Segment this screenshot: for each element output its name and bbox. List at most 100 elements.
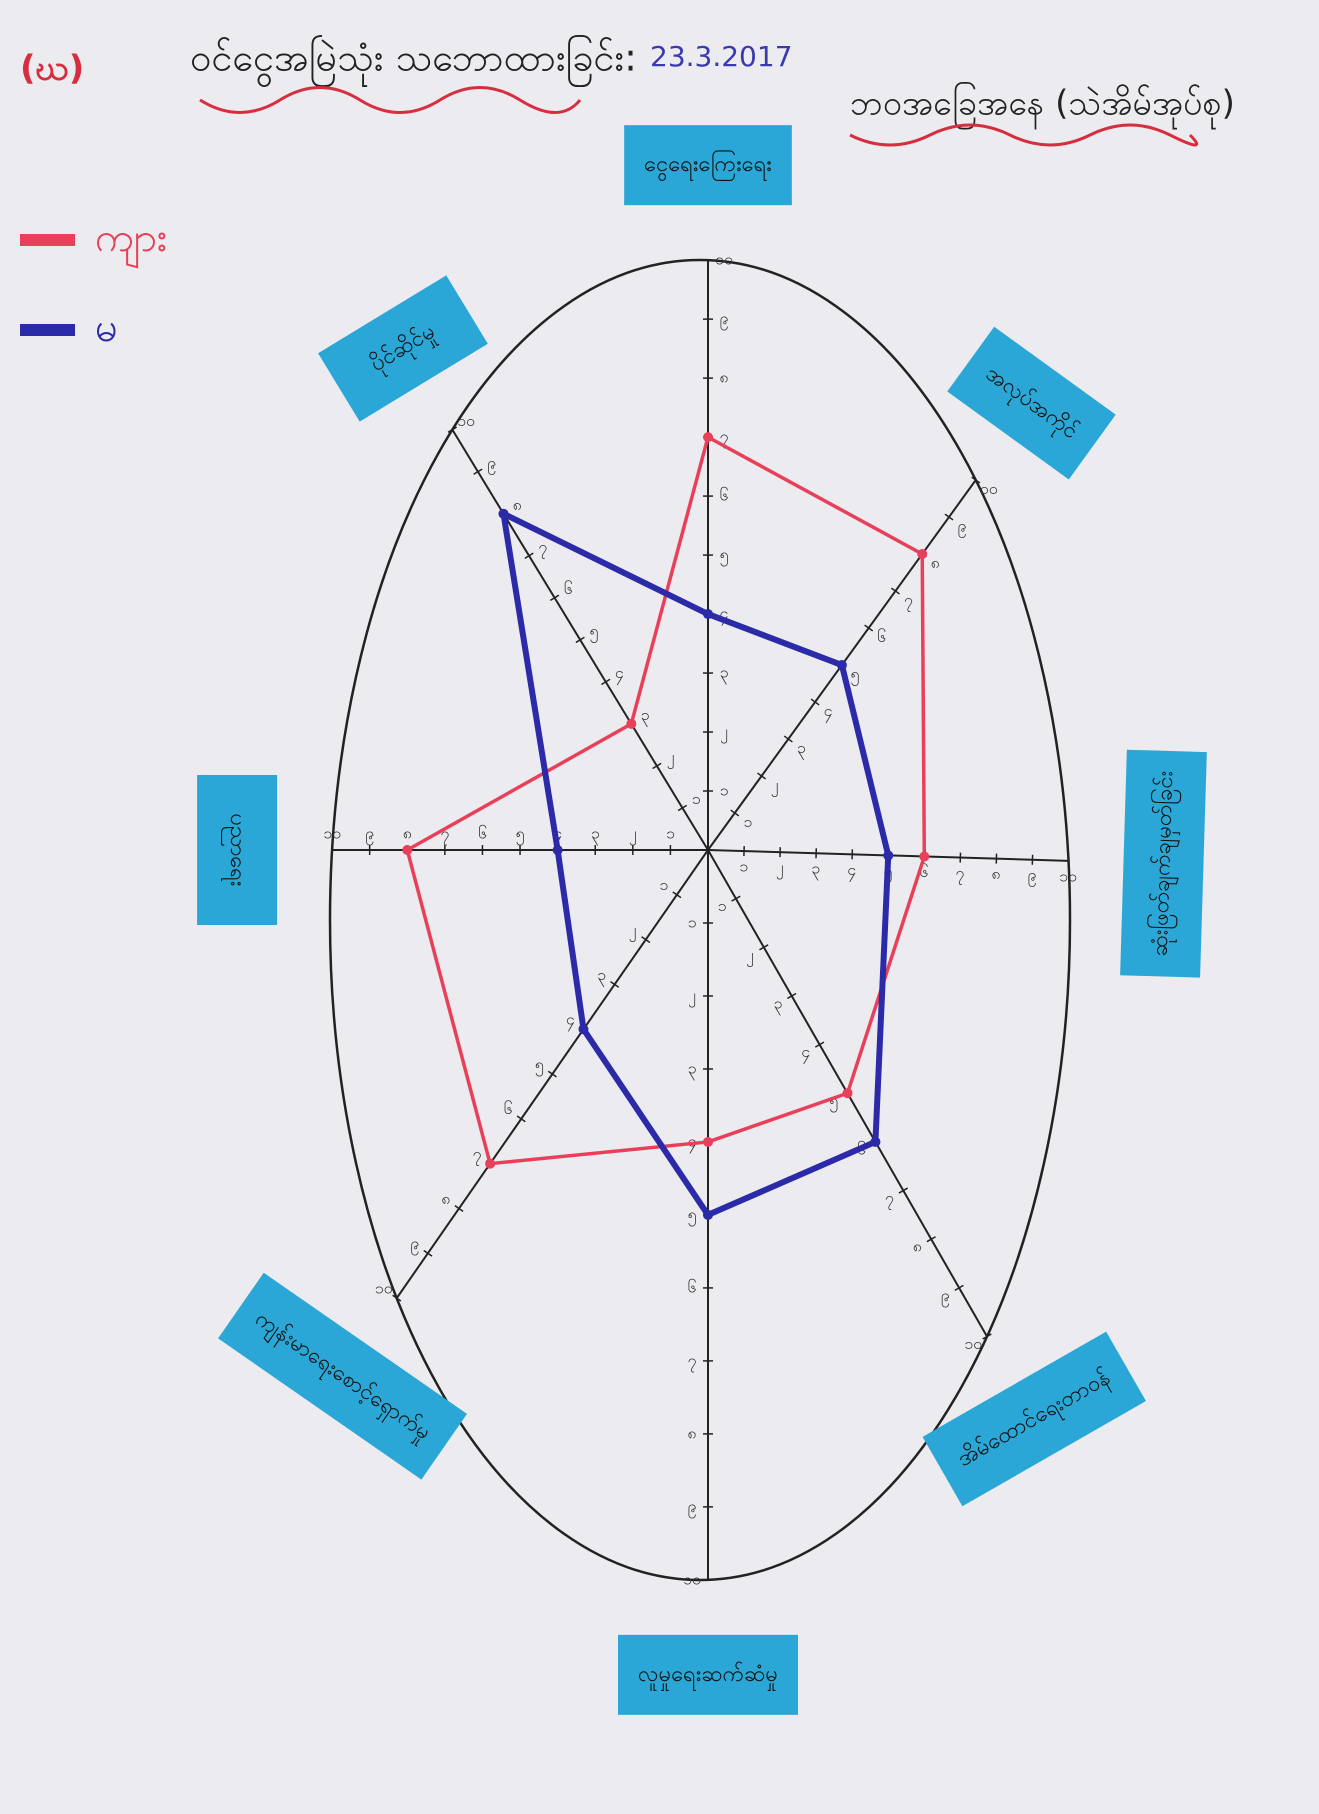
legend-label: မ <box>95 305 118 351</box>
title-underline <box>199 86 582 114</box>
axis-sticker: ပိုင်ဆိုင်မှု <box>318 275 488 422</box>
tick-mark <box>944 513 954 521</box>
tick-mark <box>898 1187 909 1194</box>
tick-label: ၇ <box>885 1188 894 1210</box>
tick-mark <box>447 426 458 433</box>
data-point <box>842 1088 853 1099</box>
tick-label: ၂ <box>746 945 754 967</box>
tick-label: ၂ <box>629 824 637 846</box>
tick-label: ၅ <box>535 1054 544 1076</box>
chart-title: ဝင်ငွေအမြဲသုံး သဘောထားခြင်း: <box>190 36 637 88</box>
tick-mark <box>971 476 981 484</box>
data-point <box>578 1024 589 1035</box>
tick-label: ၁ <box>739 857 748 876</box>
tick-label: ၃ <box>640 705 649 727</box>
tick-label: ၅ <box>829 1091 838 1113</box>
tick-mark <box>610 980 620 988</box>
tick-label: ၁ <box>659 875 668 894</box>
tick-mark <box>954 1284 964 1292</box>
tick-label: ၄ <box>801 1042 810 1064</box>
data-point <box>626 718 637 729</box>
tick-label: ၈ <box>441 1189 450 1208</box>
tick-label: ၉ <box>410 1234 419 1256</box>
chart-subtitle: ဘဝအခြေအနေ (သဲအိမ်အုပ်စု) <box>850 84 1235 130</box>
tick-label: ၄ <box>615 663 624 685</box>
tick-label: ၃ <box>597 965 606 987</box>
tick-mark <box>730 809 740 817</box>
axis-sticker: ပညာရေး <box>197 775 278 925</box>
sticker <box>197 775 278 925</box>
sticker <box>218 1272 467 1480</box>
tick-label: ၉ <box>957 516 966 538</box>
tick-label: ၃ <box>720 663 729 685</box>
tick-label: ၁ <box>720 781 729 800</box>
chart-date: 23.3.2017 <box>650 40 793 73</box>
tick-label: ၇ <box>688 1350 697 1372</box>
axis-sticker: ဆုံးဖြတ်ချက်ချမှတ်ခြင်း <box>1120 749 1207 978</box>
sticker <box>947 326 1116 480</box>
tick-mark <box>473 468 483 475</box>
tick-mark <box>524 552 534 559</box>
tick-label: ၁၀ <box>980 479 998 498</box>
tick-label: ၆ <box>688 1277 697 1296</box>
tick-label: ၉ <box>1027 865 1036 887</box>
tick-mark <box>864 624 874 632</box>
tick-label: ၅ <box>516 824 525 846</box>
tick-label: ၁၀ <box>683 1569 701 1588</box>
tick-label: ၁၀ <box>964 1334 982 1353</box>
tick-label: ၁၀ <box>715 250 733 269</box>
tick-label: ၁ <box>688 912 697 931</box>
tick-mark <box>759 944 769 951</box>
tick-label: ၁ <box>718 896 727 915</box>
tick-label: ၈ <box>991 864 1000 883</box>
data-point <box>870 1136 881 1147</box>
sticker <box>318 275 488 422</box>
tick-mark <box>783 735 793 743</box>
tick-label: ၉ <box>941 1285 950 1307</box>
tick-label: ၆ <box>478 824 487 843</box>
tick-mark <box>814 1041 825 1048</box>
tick-label: ၇ <box>440 824 449 846</box>
tick-label: ၁ <box>666 824 675 843</box>
tick-label: ၇ <box>538 537 547 559</box>
data-point <box>919 851 930 862</box>
data-point <box>703 1136 713 1147</box>
legend-swatch <box>20 234 75 246</box>
tick-label: ၉ <box>487 453 496 475</box>
tick-label: ၁ <box>692 789 701 808</box>
tick-label: ၃ <box>688 1058 697 1080</box>
tick-mark <box>549 594 560 602</box>
tick-label: ၇ <box>955 863 964 885</box>
legend-label: ကျား <box>95 215 167 269</box>
tick-label: ၃ <box>591 824 600 846</box>
axis-sticker: ငွေရေးကြေးရေး <box>624 125 792 206</box>
tick-label: ၃ <box>811 859 820 881</box>
tick-label: ၅ <box>589 621 598 643</box>
data-point <box>402 845 413 855</box>
tick-label: ၂ <box>771 775 779 797</box>
tick-label: ၁၀ <box>1059 866 1077 885</box>
tick-label: ၂ <box>688 985 696 1007</box>
data-point <box>703 1209 713 1220</box>
tick-label: ၅ <box>850 664 859 686</box>
axis-label: လူမှုရေးဆက်ဆံမှု <box>638 1661 778 1691</box>
tick-label: ၆ <box>877 627 886 646</box>
sticker <box>618 1634 798 1715</box>
tick-label: ၉ <box>365 824 374 846</box>
tick-label: ၉ <box>720 309 729 331</box>
sticker <box>624 125 792 206</box>
tick-label: ၄ <box>847 860 856 882</box>
tick-label: ၃ <box>797 738 806 760</box>
tick-label: ၈ <box>403 824 412 843</box>
tick-mark <box>516 1115 526 1123</box>
tick-mark <box>890 587 900 595</box>
tick-label: ၇ <box>904 590 913 612</box>
tick-label: ၆ <box>720 486 729 505</box>
tick-mark <box>786 992 797 1000</box>
tick-label: ၅ <box>688 1204 697 1226</box>
tick-label: ၅ <box>720 545 729 567</box>
tick-label: ၂ <box>720 722 728 744</box>
tick-mark <box>423 1249 433 1257</box>
tick-mark <box>672 891 682 899</box>
tick-label: ၈ <box>513 495 522 514</box>
